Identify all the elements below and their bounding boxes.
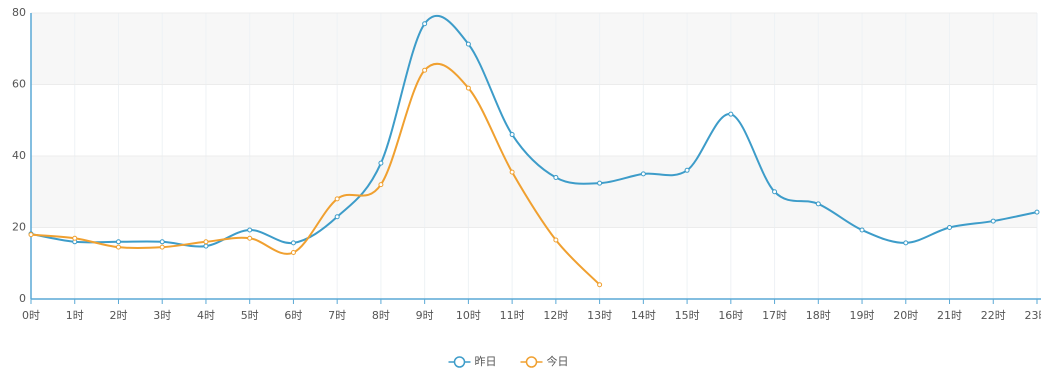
point bbox=[247, 235, 253, 241]
point bbox=[422, 21, 428, 27]
x-tick-label: 1时 bbox=[66, 309, 84, 322]
y-tick-label: 0 bbox=[19, 292, 26, 305]
x-tick-label: 8时 bbox=[372, 309, 390, 322]
point bbox=[553, 174, 559, 180]
grid-band bbox=[31, 13, 1037, 85]
point bbox=[115, 244, 121, 250]
x-tick-label: 9时 bbox=[416, 309, 434, 322]
grid-band bbox=[31, 156, 1037, 228]
point bbox=[509, 132, 515, 138]
x-tick-label: 3时 bbox=[153, 309, 171, 322]
x-tick-label: 14时 bbox=[631, 309, 656, 322]
point bbox=[597, 180, 603, 186]
point bbox=[903, 240, 909, 246]
legend-marker bbox=[525, 356, 538, 368]
point bbox=[728, 111, 734, 117]
x-tick-label: 15时 bbox=[675, 309, 700, 322]
point bbox=[378, 160, 384, 166]
x-tick-label: 19时 bbox=[850, 309, 875, 322]
point bbox=[334, 214, 340, 220]
x-tick-label: 22时 bbox=[981, 309, 1006, 322]
point bbox=[290, 250, 296, 256]
point bbox=[203, 243, 209, 249]
x-tick-label: 20时 bbox=[893, 309, 918, 322]
point bbox=[1034, 209, 1040, 215]
point bbox=[597, 282, 603, 288]
x-tick-label: 16时 bbox=[718, 309, 743, 322]
y-tick-label: 60 bbox=[12, 78, 26, 91]
legend-label: 今日 bbox=[547, 354, 569, 368]
y-tick-label: 20 bbox=[12, 221, 26, 234]
point bbox=[159, 244, 165, 250]
x-tick-label: 18时 bbox=[806, 309, 831, 322]
point bbox=[28, 232, 34, 238]
x-tick-label: 7时 bbox=[328, 309, 346, 322]
point bbox=[859, 227, 865, 233]
legend-label: 昨日 bbox=[475, 355, 497, 368]
point bbox=[378, 182, 384, 188]
point bbox=[684, 167, 690, 173]
point bbox=[465, 85, 471, 91]
point bbox=[947, 225, 953, 230]
x-tick-label: 5时 bbox=[241, 309, 259, 322]
point bbox=[772, 189, 778, 195]
x-tick-label: 2时 bbox=[109, 309, 127, 322]
x-tick-label: 11时 bbox=[500, 309, 525, 322]
x-tick-label: 13时 bbox=[587, 309, 612, 322]
point bbox=[640, 171, 646, 177]
x-tick-label: 4时 bbox=[197, 309, 215, 322]
point bbox=[290, 240, 296, 246]
point bbox=[334, 196, 340, 202]
x-tick-label: 12时 bbox=[543, 309, 568, 322]
point bbox=[990, 218, 996, 224]
x-tick-label: 10时 bbox=[456, 309, 481, 322]
x-tick-label: 23时 bbox=[1025, 309, 1041, 322]
point bbox=[422, 67, 428, 73]
point bbox=[465, 41, 471, 47]
x-tick-label: 21时 bbox=[937, 309, 962, 322]
point bbox=[203, 239, 209, 245]
point bbox=[72, 235, 78, 241]
point bbox=[553, 237, 559, 243]
point bbox=[815, 201, 821, 207]
point bbox=[509, 169, 515, 175]
legend-marker bbox=[453, 356, 466, 368]
y-tick-label: 40 bbox=[12, 149, 26, 162]
point bbox=[159, 239, 165, 245]
y-tick-label: 80 bbox=[12, 6, 26, 19]
x-tick-label: 6时 bbox=[284, 309, 302, 322]
point bbox=[247, 227, 253, 233]
point bbox=[115, 239, 121, 245]
x-tick-label: 17时 bbox=[762, 309, 787, 322]
x-tick-label: 0时 bbox=[22, 309, 40, 322]
